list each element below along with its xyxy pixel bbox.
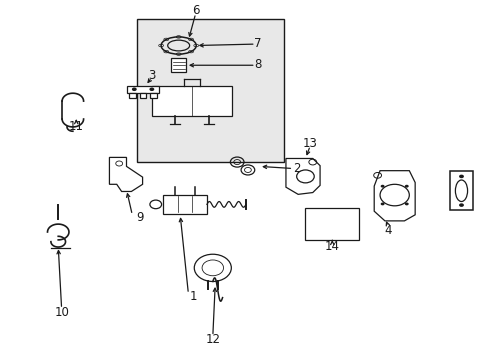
Circle shape	[458, 175, 463, 178]
Text: 5: 5	[464, 199, 471, 212]
Text: 6: 6	[192, 4, 199, 17]
Bar	[449, 171, 472, 211]
Circle shape	[404, 203, 408, 205]
Text: 9: 9	[136, 211, 143, 224]
Bar	[305, 208, 358, 240]
Circle shape	[380, 185, 384, 188]
Circle shape	[132, 87, 137, 91]
Bar	[137, 19, 283, 162]
Text: 8: 8	[254, 58, 261, 71]
Bar	[129, 93, 136, 98]
Circle shape	[458, 203, 463, 207]
Text: 7: 7	[254, 36, 262, 50]
Circle shape	[404, 185, 408, 188]
Text: 11: 11	[69, 121, 83, 134]
Text: 14: 14	[324, 240, 339, 253]
Bar	[151, 86, 232, 116]
Bar	[127, 86, 159, 93]
Bar	[150, 93, 157, 98]
Text: 2: 2	[293, 162, 300, 175]
Circle shape	[380, 203, 384, 205]
Text: 13: 13	[302, 136, 317, 149]
Circle shape	[149, 87, 154, 91]
Bar	[140, 93, 146, 98]
Text: 1: 1	[189, 290, 197, 303]
Text: 12: 12	[205, 333, 220, 346]
Text: 3: 3	[148, 69, 155, 82]
Bar	[171, 58, 185, 72]
Bar	[163, 194, 206, 214]
Text: 10: 10	[54, 306, 69, 319]
Text: 4: 4	[384, 224, 391, 237]
